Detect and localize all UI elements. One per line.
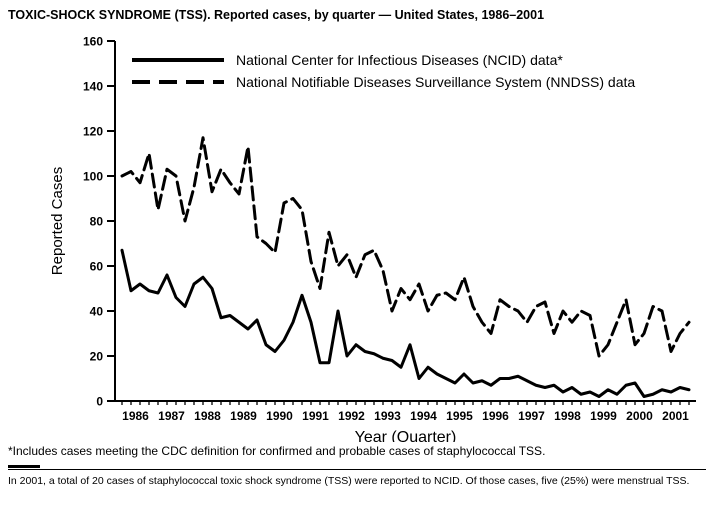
footnote-asterisk: *Includes cases meeting the CDC definiti… (8, 444, 546, 458)
y-tick-label: 160 (83, 35, 103, 49)
solid-line-icon (132, 57, 224, 62)
y-tick-label: 80 (90, 215, 104, 229)
chart-canvas: 0 20 40 60 80 100 120 140 160 1986 1987 1988 1989 199… (49, 35, 696, 442)
x-year-label: 1995 (446, 409, 473, 423)
x-year-label: 1993 (374, 409, 401, 423)
y-tick-label: 0 (96, 395, 103, 409)
footnote-divider (8, 465, 706, 470)
legend-item-nndss: National Notifiable Diseases Surveillanc… (132, 71, 635, 92)
y-tick-label: 20 (90, 350, 104, 364)
legend-label-nndss: National Notifiable Diseases Surveillanc… (236, 73, 636, 90)
y-tick-label: 40 (90, 305, 104, 319)
x-year-label: 1988 (194, 409, 221, 423)
x-year-label: 1996 (482, 409, 509, 423)
x-year-label: 1997 (518, 409, 545, 423)
dashed-line-icon (132, 79, 224, 84)
x-year-label: 1987 (158, 409, 185, 423)
x-year-label: 1999 (590, 409, 617, 423)
legend-label-ncid: National Center for Infectious Diseases … (236, 51, 563, 68)
divider-left-tick (8, 465, 40, 468)
chart-area: 0 20 40 60 80 100 120 140 160 1986 1987 1988 1989 199… (0, 22, 714, 442)
x-year-label: 1989 (230, 409, 257, 423)
y-tick-label: 120 (83, 125, 103, 139)
legend-item-ncid: National Center for Infectious Diseases … (132, 49, 635, 70)
footnotes: *Includes cases meeting the CDC definiti… (0, 442, 714, 487)
y-tick-label: 100 (83, 170, 103, 184)
x-year-label: 1994 (410, 409, 437, 423)
footnote-2001-note: In 2001, a total of 20 cases of staphylo… (8, 475, 690, 487)
x-axis-title: Year (Quarter) (355, 429, 457, 442)
x-year-label: 1990 (266, 409, 293, 423)
x-year-label: 1998 (554, 409, 581, 423)
x-year-label: 1992 (338, 409, 365, 423)
series-line-0 (120, 248, 691, 398)
x-year-label: 1991 (302, 409, 329, 423)
chart-title: TOXIC-SHOCK SYNDROME (TSS). Reported cas… (8, 8, 545, 22)
y-axis-title: Reported Cases (49, 167, 66, 275)
chart-legend: National Center for Infectious Diseases … (132, 49, 635, 92)
y-tick-label: 60 (90, 260, 104, 274)
x-year-label: 2000 (626, 409, 653, 423)
x-year-label: 2001 (662, 409, 689, 423)
series-line-1 (120, 136, 691, 358)
y-tick-label: 140 (83, 80, 103, 94)
x-year-label: 1986 (122, 409, 149, 423)
